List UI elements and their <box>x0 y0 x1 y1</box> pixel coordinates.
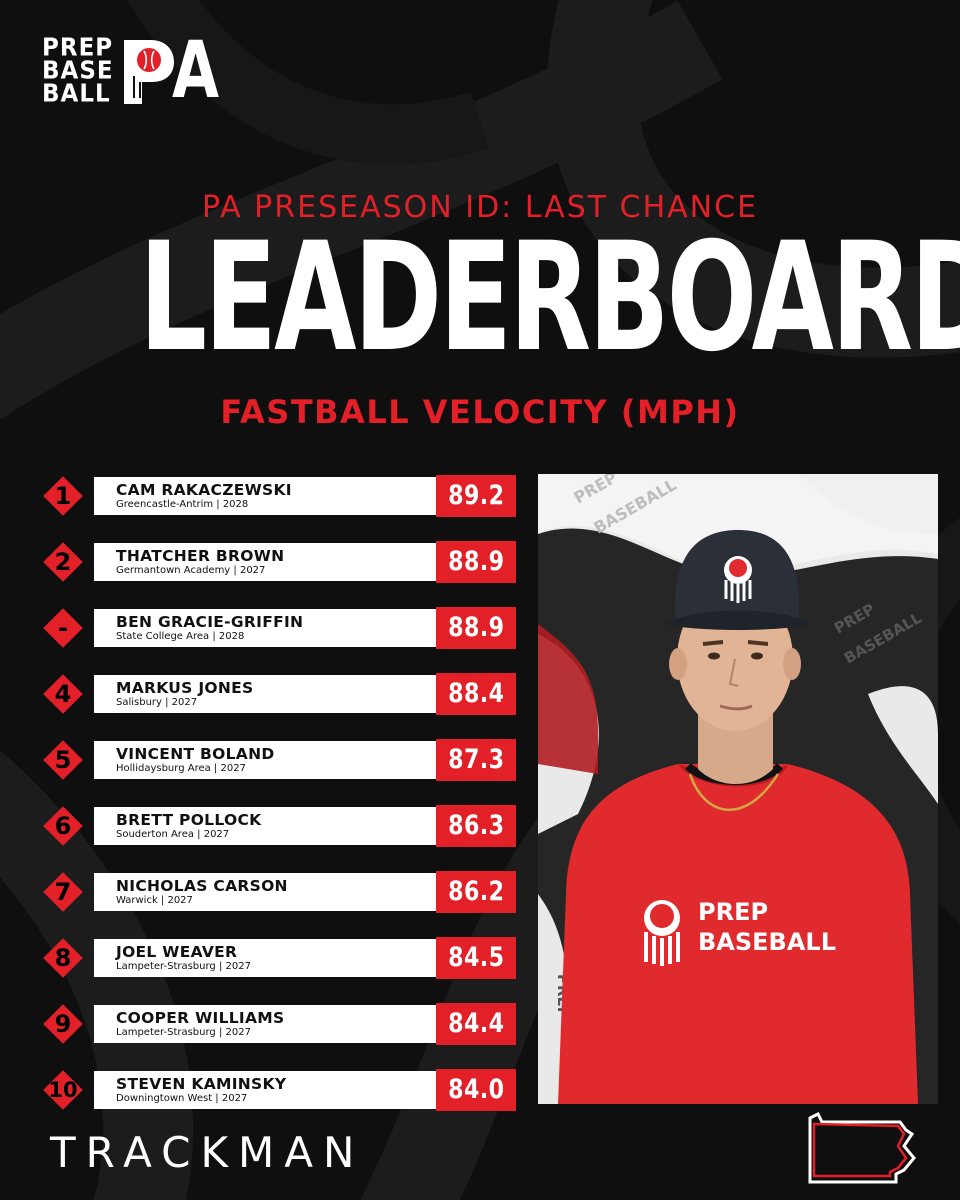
player-name: NICHOLAS CARSON <box>116 877 288 895</box>
rank-badge: 4 <box>43 674 83 714</box>
logo-wordmark: PREP BASE BALL <box>42 33 114 108</box>
player-school: State College Area | 2028 <box>116 631 245 642</box>
velocity-value: 88.9 <box>436 541 516 583</box>
player-name: STEVEN KAMINSKY <box>116 1075 287 1093</box>
prep-baseball-shield-icon <box>724 556 752 603</box>
velocity-value: 84.4 <box>436 1003 516 1045</box>
pennsylvania-state-outline-icon <box>808 1112 916 1184</box>
player-school: Warwick | 2027 <box>116 895 193 906</box>
prep-baseball-shield-icon <box>123 40 174 104</box>
logo-letter-a: A <box>171 26 219 116</box>
rank-badge: 2 <box>43 542 83 582</box>
page-title: LEADERBOARD <box>139 211 960 385</box>
player-name: COOPER WILLIAMS <box>116 1009 285 1027</box>
player-bar: VINCENT BOLAND Hollidaysburg Area | 2027 <box>94 741 440 779</box>
leaderboard-row: 5 VINCENT BOLAND Hollidaysburg Area | 20… <box>42 739 516 781</box>
rank-badge: 9 <box>43 1004 83 1044</box>
rank-badge: 5 <box>43 740 83 780</box>
leaderboard-row: 6 BRETT POLLOCK Souderton Area | 2027 86… <box>42 805 516 847</box>
player-bar: COOPER WILLIAMS Lampeter-Strasburg | 202… <box>94 1005 440 1043</box>
player-school: Downingtown West | 2027 <box>116 1093 248 1104</box>
player-school: Lampeter-Strasburg | 2027 <box>116 1027 251 1038</box>
velocity-value: 86.2 <box>436 871 516 913</box>
shirt-logo: PREP BASEBALL <box>644 898 836 966</box>
player-school: Souderton Area | 2027 <box>116 829 230 840</box>
leaderboard-row: 8 JOEL WEAVER Lampeter-Strasburg | 2027 … <box>42 937 516 979</box>
rank-badge: - <box>43 608 83 648</box>
player-name: MARKUS JONES <box>116 679 254 697</box>
velocity-value: 88.4 <box>436 673 516 715</box>
player-name: THATCHER BROWN <box>116 547 285 565</box>
player-name: VINCENT BOLAND <box>116 745 275 763</box>
leaderboard-row: 1 CAM RAKACZEWSKI Greencastle-Antrim | 2… <box>42 475 516 517</box>
velocity-value: 84.0 <box>436 1069 516 1111</box>
player-photo: PREP BASEBALL PREP BASEBALL PREP <box>538 474 938 1104</box>
player-name: CAM RAKACZEWSKI <box>116 481 292 499</box>
player-bar: THATCHER BROWN Germantown Academy | 2027 <box>94 543 440 581</box>
rank-badge: 10 <box>43 1070 83 1110</box>
metric-label: FASTBALL VELOCITY (MPH) <box>220 393 740 431</box>
player-bar: STEVEN KAMINSKY Downingtown West | 2027 <box>94 1071 440 1109</box>
player-school: Salisbury | 2027 <box>116 697 198 708</box>
player-school: Hollidaysburg Area | 2027 <box>116 763 246 774</box>
velocity-value: 87.3 <box>436 739 516 781</box>
leaderboard-row: 7 NICHOLAS CARSON Warwick | 2027 86.2 <box>42 871 516 913</box>
player-name: JOEL WEAVER <box>116 943 238 961</box>
velocity-value: 89.2 <box>436 475 516 517</box>
player-bar: JOEL WEAVER Lampeter-Strasburg | 2027 <box>94 939 440 977</box>
svg-text:BASEBALL: BASEBALL <box>698 928 836 956</box>
velocity-value: 86.3 <box>436 805 516 847</box>
leaderboard-row: 2 THATCHER BROWN Germantown Academy | 20… <box>42 541 516 583</box>
sponsor-logo: TRACKMAN <box>50 1128 365 1177</box>
event-subtitle: PA PRESEASON ID: LAST CHANCE <box>201 190 759 225</box>
rank-badge: 7 <box>43 872 83 912</box>
velocity-value: 84.5 <box>436 937 516 979</box>
player-bar: NICHOLAS CARSON Warwick | 2027 <box>94 873 440 911</box>
player-bar: BEN GRACIE-GRIFFIN State College Area | … <box>94 609 440 647</box>
player-school: Lampeter-Strasburg | 2027 <box>116 961 251 972</box>
prep-baseball-pa-logo: PREP BASE BALL A <box>42 26 232 116</box>
player-school: Greencastle-Antrim | 2028 <box>116 499 249 510</box>
player-name: BEN GRACIE-GRIFFIN <box>116 613 304 631</box>
leaderboard-row: 10 STEVEN KAMINSKY Downingtown West | 20… <box>42 1069 516 1111</box>
svg-text:PREP: PREP <box>698 898 768 926</box>
player-bar: MARKUS JONES Salisbury | 2027 <box>94 675 440 713</box>
leaderboard-row: 9 COOPER WILLIAMS Lampeter-Strasburg | 2… <box>42 1003 516 1045</box>
logo-pa-mark: A <box>120 26 232 116</box>
player-bar: CAM RAKACZEWSKI Greencastle-Antrim | 202… <box>94 477 440 515</box>
leaderboard-row: 4 MARKUS JONES Salisbury | 2027 88.4 <box>42 673 516 715</box>
velocity-value: 88.9 <box>436 607 516 649</box>
rank-badge: 8 <box>43 938 83 978</box>
player-bar: BRETT POLLOCK Souderton Area | 2027 <box>94 807 440 845</box>
player-school: Germantown Academy | 2027 <box>116 565 266 576</box>
rank-badge: 1 <box>43 476 83 516</box>
player-name: BRETT POLLOCK <box>116 811 262 829</box>
leaderboard-row: - BEN GRACIE-GRIFFIN State College Area … <box>42 607 516 649</box>
player-photo-illustration: PREP BASEBALL PREP BASEBALL PREP <box>538 474 938 1104</box>
rank-badge: 6 <box>43 806 83 846</box>
